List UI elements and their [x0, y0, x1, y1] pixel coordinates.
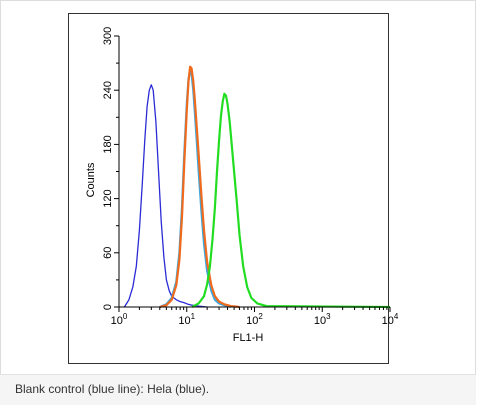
y-tick-label: 120 [102, 189, 114, 207]
series-line-3 [159, 65, 240, 309]
series-layer [123, 65, 391, 309]
series-line-1 [123, 84, 208, 308]
x-tick-label: 104 [382, 312, 399, 327]
x-tick-label: 102 [246, 312, 263, 327]
y-tick-label: 240 [102, 81, 114, 99]
y-tick-label: 300 [102, 27, 114, 45]
figure-caption: Blank control (blue line): Hela (blue). [15, 382, 210, 396]
y-axis-label: Counts [85, 162, 97, 197]
x-axis-label: FL1-H [233, 332, 264, 344]
y-tick-label: 60 [102, 247, 114, 259]
x-tick-label: 101 [178, 312, 195, 327]
y-tick-label: 180 [102, 135, 114, 153]
x-tick-label: 103 [314, 312, 331, 327]
y-tick-label: 0 [102, 304, 114, 310]
x-tick-label: 100 [111, 312, 128, 327]
caption-bar [0, 374, 476, 405]
axes-layer: 100 101 102 103 104 0 60 120 180 240 300 [102, 27, 399, 327]
series-line-4 [191, 92, 391, 309]
